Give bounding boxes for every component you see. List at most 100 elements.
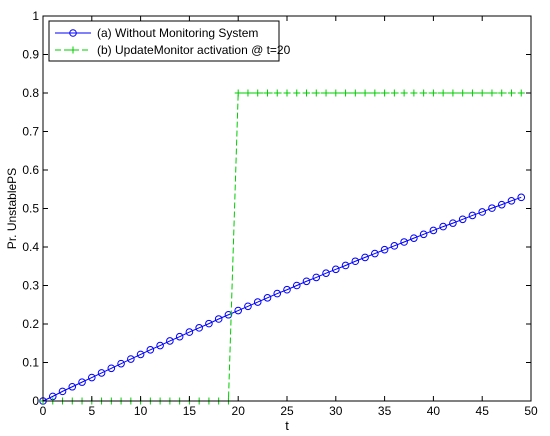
y-tick-label: 0.2 — [22, 317, 39, 331]
series-1-point — [78, 378, 86, 386]
series-1-point — [273, 289, 282, 298]
series-2-point — [400, 89, 408, 97]
series-1-point — [127, 355, 135, 363]
series-2-point — [351, 89, 359, 97]
series-2-point — [293, 89, 301, 97]
series-1-point — [292, 281, 301, 290]
series-line-1 — [42, 196, 522, 402]
series-1-point — [88, 373, 96, 382]
x-tick-label: 45 — [476, 404, 490, 418]
series-2-point — [468, 89, 476, 97]
y-tick-label: 0.5 — [22, 202, 39, 216]
series-1-point — [68, 382, 77, 391]
series-1-point — [488, 204, 496, 212]
series-2-point — [234, 89, 242, 97]
series-1-point — [205, 319, 213, 328]
y-axis-label: Pr. UnstablePS — [5, 168, 19, 249]
series-1-point — [449, 219, 457, 227]
series-1-point — [263, 294, 272, 302]
plot-area — [39, 89, 526, 405]
series-1-point — [419, 230, 428, 239]
series-2-point — [449, 89, 457, 97]
series-2-point — [439, 89, 447, 97]
x-tick-label: 30 — [329, 404, 343, 418]
series-line-2 — [43, 92, 522, 402]
legend: (a) Without Monitoring System (b) UpdateM… — [48, 20, 291, 62]
series-2-point — [263, 89, 271, 97]
series-1-point — [371, 249, 379, 258]
series-1-point — [400, 238, 408, 246]
series-1-point — [439, 222, 447, 231]
x-tick-label: 5 — [88, 404, 95, 418]
y-tick-label: 0.6 — [22, 163, 39, 177]
series-2-point — [420, 89, 428, 97]
series-2-point — [322, 89, 330, 97]
y-tick-label: 0.4 — [22, 240, 39, 254]
series-1-point — [341, 261, 350, 270]
series-2-point — [254, 89, 262, 97]
series-1-point — [468, 211, 477, 220]
series-2-point — [283, 89, 291, 97]
series-1-point — [58, 387, 67, 396]
series-1-point — [517, 193, 526, 202]
series-1-point — [478, 208, 487, 216]
series-2-point — [410, 89, 418, 97]
series-1-point — [410, 234, 418, 242]
series-1-point — [97, 369, 106, 377]
x-tick-label: 0 — [40, 404, 47, 418]
series-1-point — [312, 273, 321, 282]
series-1-point — [429, 226, 438, 235]
series-1-point — [166, 337, 174, 345]
series-2-point — [488, 89, 496, 97]
series-2-point — [517, 89, 525, 97]
legend-marker-circle — [69, 29, 77, 37]
series-1-point — [302, 277, 311, 286]
series-1-point — [380, 245, 389, 254]
x-tick-label: 35 — [378, 404, 392, 418]
series-1-point — [195, 324, 203, 332]
x-tick-label: 50 — [524, 404, 538, 418]
series-1-point — [361, 253, 369, 262]
plot-frame — [42, 15, 532, 402]
x-tick-label: 20 — [232, 404, 246, 418]
series-1-point — [332, 265, 340, 274]
legend-entry-2: (b) UpdateMonitor activation @ t=20 — [97, 43, 291, 57]
series-1-point — [322, 269, 330, 277]
legend-box — [48, 20, 280, 62]
series-1-point — [244, 302, 252, 311]
y-tick-label: 0 — [32, 394, 39, 408]
y-tick-label: 0.7 — [22, 125, 39, 139]
axes: 0 5 10 15 20 25 30 35 40 45 50 0 0.1 0.2 0.3 0.4 0.5 0.6 0… — [22, 9, 538, 418]
series-1-point — [253, 298, 262, 306]
y-tick-label: 0.9 — [22, 48, 39, 62]
series-2-point — [390, 89, 398, 97]
series-2-point — [507, 89, 515, 97]
series-1-point — [458, 215, 467, 224]
series-2-point — [371, 89, 379, 97]
series-1-point — [117, 359, 125, 368]
series-1-point — [234, 306, 242, 315]
series-1-point — [175, 332, 184, 341]
series-1-point — [497, 200, 506, 209]
series-1-point — [390, 242, 399, 250]
series-1-point — [146, 345, 155, 354]
legend-entry-1: (a) Without Monitoring System — [97, 26, 258, 40]
series-2-point — [478, 89, 486, 97]
x-tick-label: 15 — [183, 404, 197, 418]
series-1-point — [214, 315, 223, 323]
series-2-point — [498, 89, 506, 97]
series-2-point — [381, 89, 389, 97]
y-tick-label: 1 — [32, 9, 39, 23]
x-tick-label: 25 — [280, 404, 294, 418]
y-tick-label: 0.8 — [22, 86, 39, 100]
series-2-point — [361, 89, 369, 97]
series-1-point — [185, 328, 194, 336]
series-2-point — [273, 89, 281, 97]
series-1-point — [107, 364, 116, 373]
series-1-point — [136, 350, 145, 359]
series-2-point — [342, 89, 350, 97]
series-1-point — [351, 257, 360, 266]
series-2-point — [332, 89, 340, 97]
series-2-point — [244, 89, 252, 97]
